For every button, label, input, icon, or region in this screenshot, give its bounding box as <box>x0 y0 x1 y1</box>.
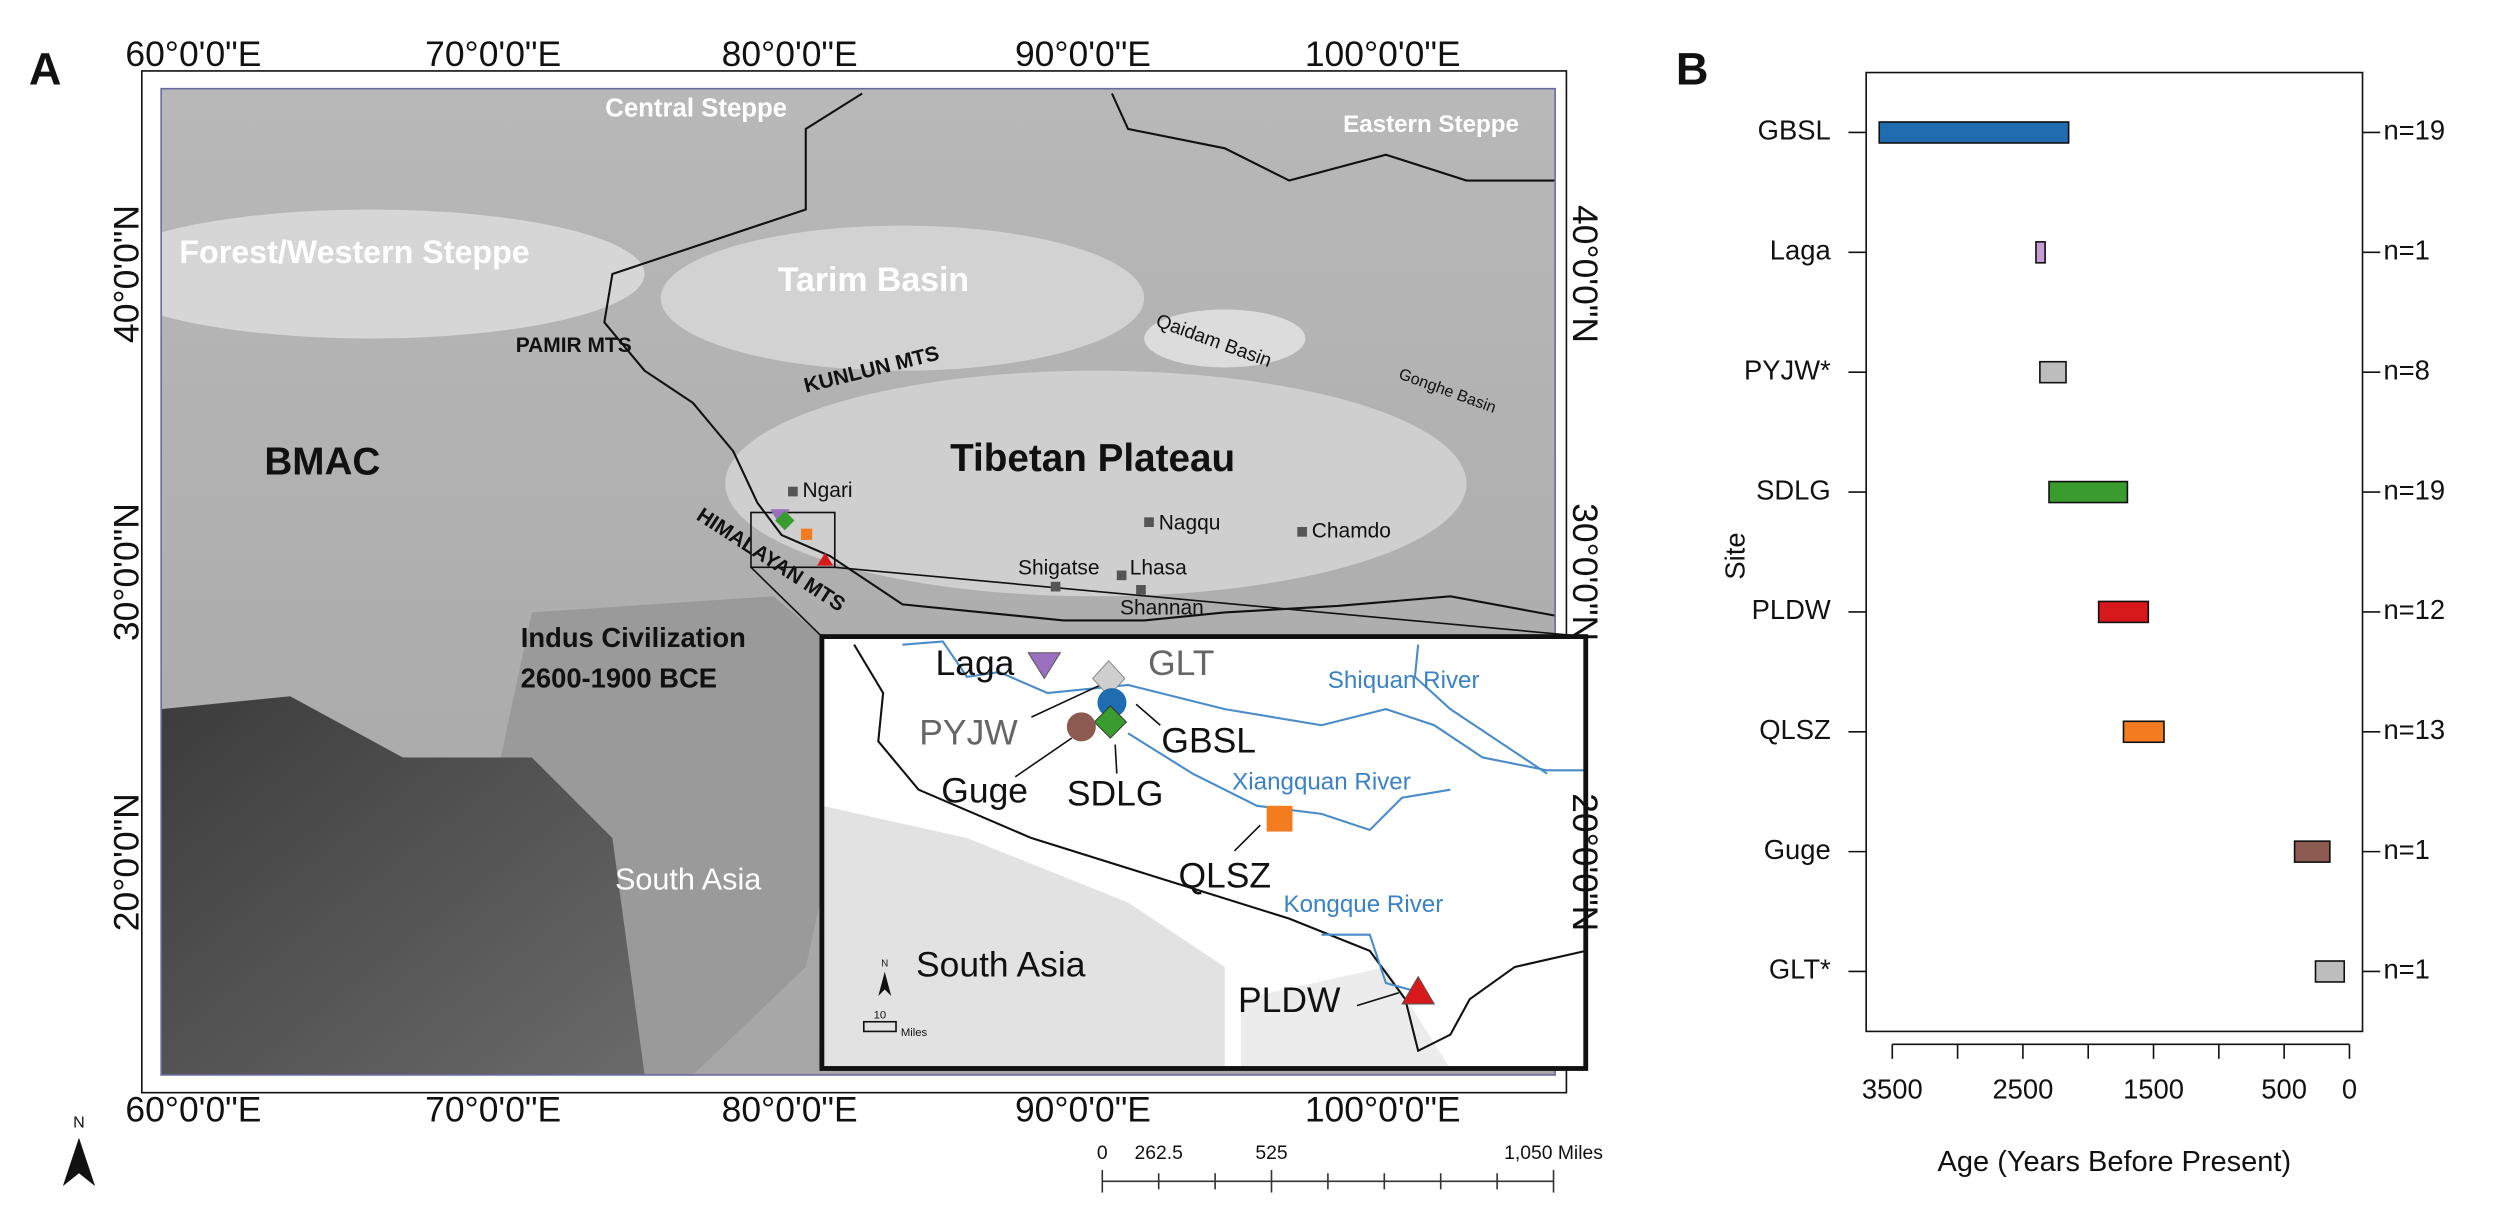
region-label: 2600-1900 BCE <box>521 662 717 693</box>
city-label: Chamdo <box>1312 519 1391 542</box>
x-tick-label: 0 <box>2342 1073 2357 1104</box>
y-axis-label: Site <box>1719 532 1750 579</box>
longitude-label: 90°0'0"E <box>1015 1089 1151 1129</box>
range-bar <box>2097 600 2150 624</box>
north-arrow <box>62 1137 96 1187</box>
inset-map <box>819 634 1589 1071</box>
city-marker <box>1144 517 1154 528</box>
overview-markers <box>770 509 834 566</box>
n-label: n=1 <box>2383 834 2429 865</box>
plot-frame <box>1865 71 2364 1033</box>
y-tick-label: Guge <box>1764 834 1831 865</box>
inset-scale-value: 10 <box>874 1009 887 1021</box>
y-tick-label: SDLG <box>1756 474 1831 505</box>
site-label: Laga <box>936 643 1015 683</box>
range-bar <box>2122 720 2165 744</box>
latitude-label: 40°0'0"N <box>106 205 146 343</box>
y-tick-label: PYJW* <box>1744 354 1831 385</box>
site-label: GLT <box>1148 643 1214 683</box>
longitude-label: 80°0'0"E <box>722 34 858 74</box>
city-label: Nagqu <box>1159 511 1221 534</box>
city-marker <box>788 486 798 497</box>
river-label: Xiangquan River <box>1232 769 1411 796</box>
n-label: n=1 <box>2383 954 2429 985</box>
site-label: QLSZ <box>1178 856 1271 896</box>
n-label: n=8 <box>2383 354 2429 385</box>
region-label: BMAC <box>264 440 380 483</box>
region-label: Central Steppe <box>605 94 787 122</box>
site-label: GBSL <box>1161 720 1256 760</box>
y-tick-label: PLDW <box>1752 594 1831 625</box>
city-marker <box>1116 570 1127 581</box>
city-marker <box>1136 585 1146 595</box>
city-label: Ngari <box>803 479 853 502</box>
x-axis-label: Age (Years Before Present) <box>1938 1146 2292 1178</box>
y-tick-label: QLSZ <box>1759 714 1831 745</box>
longitude-label: 60°0'0"E <box>125 1089 261 1129</box>
scale-bar <box>1101 1170 1555 1193</box>
longitude-label: 80°0'0"E <box>722 1089 858 1129</box>
x-tick-label: 500 <box>2261 1073 2307 1104</box>
site-label: PYJW <box>919 712 1018 752</box>
scale-label: 262.5 <box>1135 1143 1183 1164</box>
y-tick-label: GLT* <box>1769 954 1831 985</box>
latitude-label: 40°0'0"N <box>1565 205 1605 343</box>
longitude-label: 90°0'0"E <box>1015 34 1151 74</box>
inset-north-label: N <box>881 958 888 969</box>
x-tick-label: 3500 <box>1862 1073 1923 1104</box>
panel-label: B <box>1676 43 1709 94</box>
city-marker <box>1297 527 1307 537</box>
city-label: Shigatse <box>1018 556 1099 579</box>
latitude-label: 20°0'0"N <box>1565 793 1605 931</box>
y-tick-label: GBSL <box>1758 115 1831 146</box>
x-tick-label: 2500 <box>1992 1073 2053 1104</box>
region-label: Tibetan Plateau <box>950 437 1235 480</box>
range-bar <box>2048 480 2129 504</box>
site-label: PLDW <box>1238 980 1341 1020</box>
range-bar <box>2039 360 2067 384</box>
scale-label: 1,050 Miles <box>1504 1143 1603 1164</box>
site-label: Guge <box>941 770 1028 810</box>
n-label: n=1 <box>2383 235 2429 266</box>
inset-region-label: South Asia <box>916 944 1086 984</box>
latitude-label: 20°0'0"N <box>106 793 146 931</box>
latitude-label: 30°0'0"N <box>106 503 146 641</box>
region-label: Eastern Steppe <box>1343 111 1519 138</box>
region-label: Indus Civilization <box>521 622 746 653</box>
north-label: N <box>73 1114 85 1132</box>
y-tick-label: Laga <box>1770 235 1832 266</box>
range-bar <box>2314 960 2346 983</box>
city-marker <box>1050 581 1061 592</box>
map-panel <box>62 70 1589 1193</box>
range-bar <box>2293 840 2331 863</box>
city-label: Shannan <box>1120 597 1204 620</box>
river-label: Kongque River <box>1283 891 1443 918</box>
region-label: PAMIR MTS <box>516 334 632 357</box>
region-label: Forest/Western Steppe <box>179 234 529 270</box>
longitude-label: 70°0'0"E <box>425 34 561 74</box>
n-label: n=19 <box>2383 474 2445 505</box>
city-label: Lhasa <box>1130 556 1187 579</box>
panel-label: A <box>29 43 62 94</box>
x-tick-label: 1500 <box>2123 1073 2184 1104</box>
n-label: n=12 <box>2383 594 2445 625</box>
longitude-label: 100°0'0"E <box>1305 1089 1461 1129</box>
longitude-label: 100°0'0"E <box>1305 34 1461 74</box>
river-label: Shiquan River <box>1328 667 1480 694</box>
terrain <box>161 88 1556 1075</box>
longitude-label: 60°0'0"E <box>125 34 261 74</box>
site-label: SDLG <box>1067 773 1164 813</box>
latitude-label: 30°0'0"N <box>1565 503 1605 641</box>
range-bar <box>2035 241 2046 264</box>
region-label: Tarim Basin <box>778 261 969 299</box>
scale-label: 0 <box>1097 1143 1108 1164</box>
range-bar <box>1878 121 2070 144</box>
n-label: n=19 <box>2383 115 2445 146</box>
scale-label: 525 <box>1255 1143 1287 1164</box>
n-label: n=13 <box>2383 714 2445 745</box>
region-label: South Asia <box>615 863 762 897</box>
inset-scale-unit: Miles <box>901 1027 928 1039</box>
longitude-label: 70°0'0"E <box>425 1089 561 1129</box>
